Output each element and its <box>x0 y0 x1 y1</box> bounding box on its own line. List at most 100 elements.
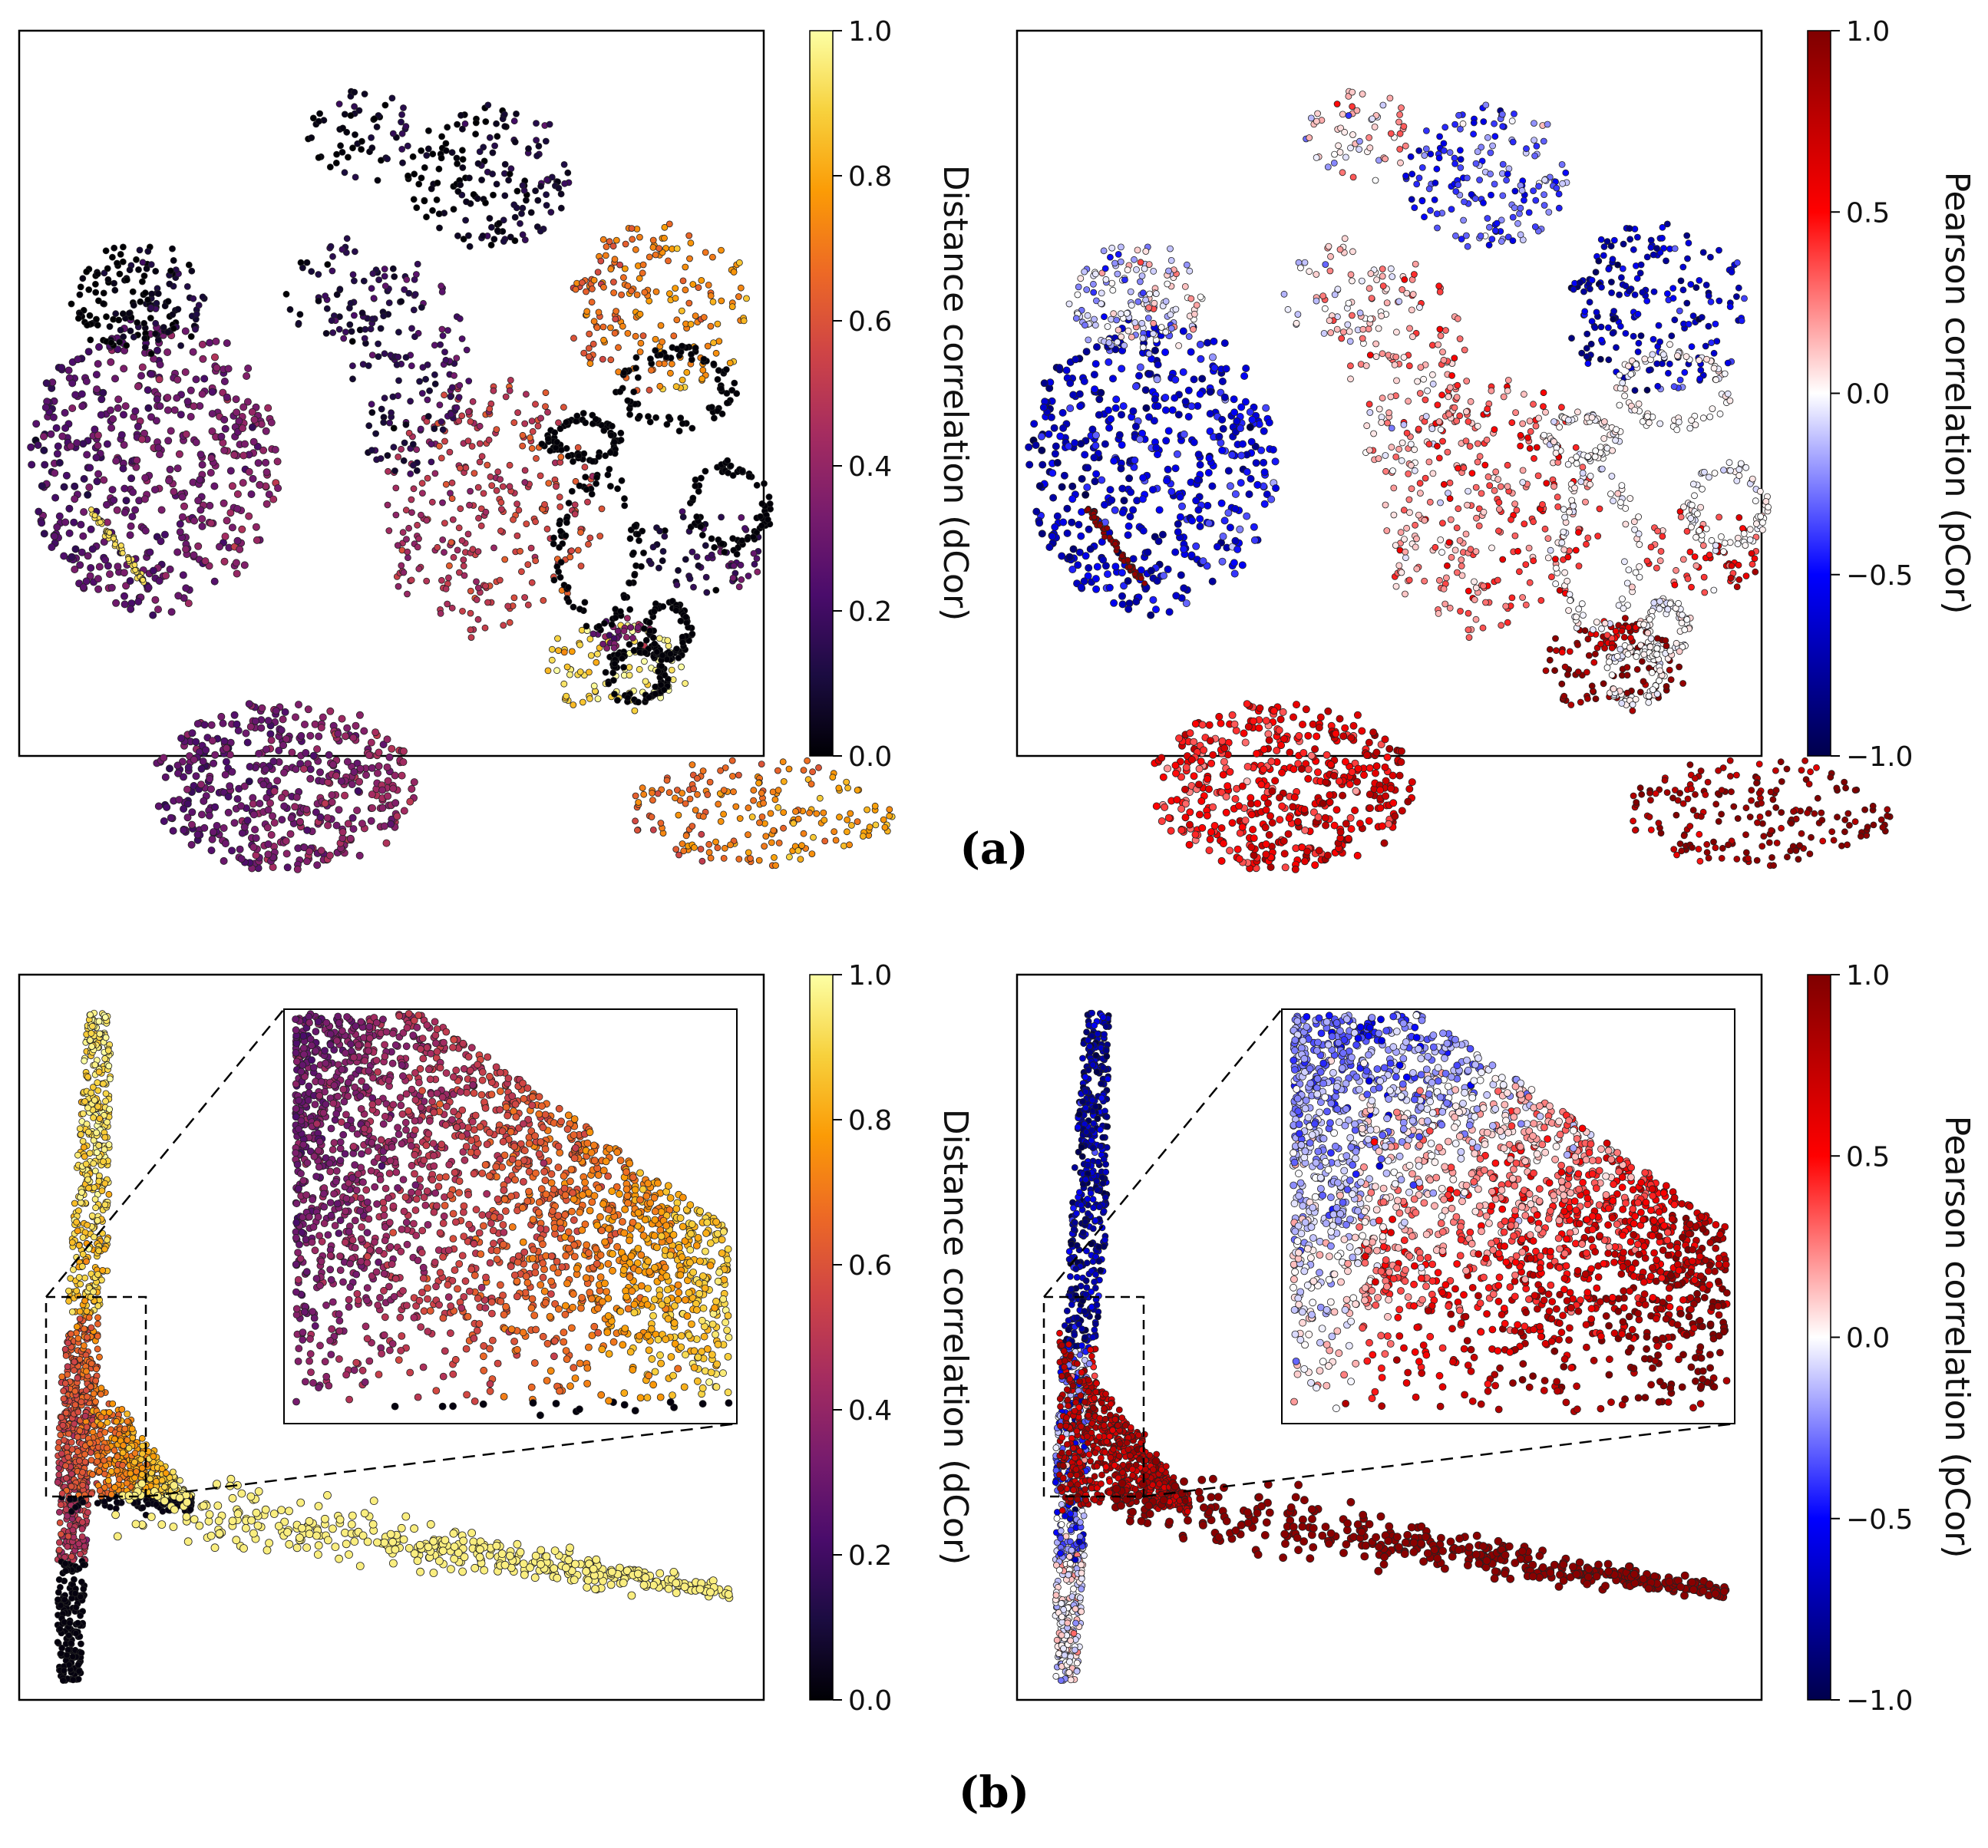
scatter-point <box>1421 152 1428 159</box>
scatter-point <box>338 246 346 253</box>
scatter-point <box>1696 857 1704 865</box>
scatter-point <box>1748 797 1755 804</box>
scatter-point <box>1643 557 1651 565</box>
scatter-point <box>599 323 607 331</box>
scatter-point <box>97 519 104 526</box>
scatter-point <box>348 362 356 370</box>
scatter-point <box>1205 785 1214 794</box>
scatter-point <box>152 319 160 327</box>
scatter-point <box>543 202 550 209</box>
scatter-point <box>493 487 500 494</box>
scatter-point <box>137 298 144 305</box>
scatter-point <box>634 827 641 834</box>
scatter-point <box>1180 584 1188 592</box>
scatter-point <box>1433 165 1441 173</box>
scatter-point <box>87 525 95 533</box>
scatter-point <box>718 246 725 254</box>
scatter-point <box>750 533 757 541</box>
scatter-point <box>1687 281 1695 288</box>
scatter-point <box>442 356 450 364</box>
scatter-point <box>1237 451 1246 460</box>
scatter-point <box>375 276 383 284</box>
scatter-point <box>244 364 253 372</box>
scatter-point <box>677 617 685 625</box>
scatter-point <box>177 411 185 419</box>
scatter-point <box>1788 820 1795 827</box>
scatter-point <box>1772 787 1780 794</box>
scatter-point <box>1783 765 1791 773</box>
scatter-point <box>1167 827 1175 835</box>
scatter-point <box>403 536 410 543</box>
scatter-point <box>1101 265 1109 272</box>
scatter-point <box>299 765 308 774</box>
scatter-point <box>519 204 527 212</box>
scatter-point <box>718 540 726 547</box>
scatter-point <box>1230 559 1238 567</box>
scatter-point <box>383 735 391 744</box>
scatter-point <box>477 522 485 530</box>
scatter-point <box>306 765 315 774</box>
scatter-point <box>1238 823 1247 831</box>
scatter-point <box>294 844 302 853</box>
scatter-point <box>1592 269 1600 276</box>
scatter-point <box>329 252 336 260</box>
scatter-point <box>1269 446 1277 454</box>
scatter-point <box>1438 549 1445 556</box>
scatter-point <box>1162 328 1170 336</box>
scatter-point <box>780 824 787 832</box>
scatter-point <box>1085 525 1093 533</box>
scatter-point <box>414 543 421 551</box>
scatter-point <box>707 322 715 330</box>
scatter-point <box>278 816 286 824</box>
scatter-point <box>489 170 496 178</box>
scatter-point <box>450 553 457 561</box>
scatter-point <box>304 705 312 714</box>
colorbar-tick-label: 0.6 <box>848 306 892 338</box>
scatter-point <box>1290 765 1298 774</box>
scatter-point <box>141 289 149 297</box>
scatter-point <box>1457 147 1464 154</box>
scatter-point <box>1181 813 1190 822</box>
scatter-point <box>493 120 500 127</box>
scatter-point <box>1080 377 1088 385</box>
scatter-point <box>1699 249 1707 256</box>
scatter-point <box>663 421 671 428</box>
scatter-point <box>1257 446 1266 454</box>
scatter-point <box>221 533 230 541</box>
scatter-point <box>183 785 191 794</box>
scatter-point <box>1341 757 1349 766</box>
scatter-point <box>1451 160 1458 167</box>
scatter-point <box>1531 137 1537 144</box>
scatter-point <box>1778 824 1785 832</box>
scatter-point <box>652 335 659 343</box>
scatter-point <box>1422 474 1429 482</box>
scatter-point <box>342 732 350 741</box>
scatter-point <box>467 487 474 495</box>
scatter-point <box>642 678 649 685</box>
scatter-point <box>621 594 628 601</box>
scatter-point <box>1059 424 1068 432</box>
scatter-point <box>655 668 662 675</box>
scatter-point <box>1322 821 1330 830</box>
scatter-point <box>1608 289 1616 296</box>
scatter-point <box>1272 484 1280 493</box>
scatter-point <box>448 495 456 502</box>
scatter-point <box>264 717 272 725</box>
scatter-point <box>1324 707 1332 715</box>
scatter-point <box>1121 342 1128 349</box>
scatter-point <box>610 644 618 652</box>
scatter-point <box>107 339 115 346</box>
scatter-point <box>755 779 762 787</box>
scatter-point <box>665 789 673 796</box>
scatter-point <box>1222 793 1230 801</box>
scatter-point <box>243 817 252 825</box>
scatter-point <box>220 415 229 424</box>
scatter-point <box>328 798 336 807</box>
scatter-point <box>550 576 558 584</box>
scatter-point <box>1833 784 1841 792</box>
scatter-point <box>1336 828 1345 837</box>
scatter-point <box>698 375 706 383</box>
scatter-point <box>1111 404 1120 412</box>
scatter-point <box>1151 395 1159 404</box>
scatter-point <box>636 412 643 420</box>
